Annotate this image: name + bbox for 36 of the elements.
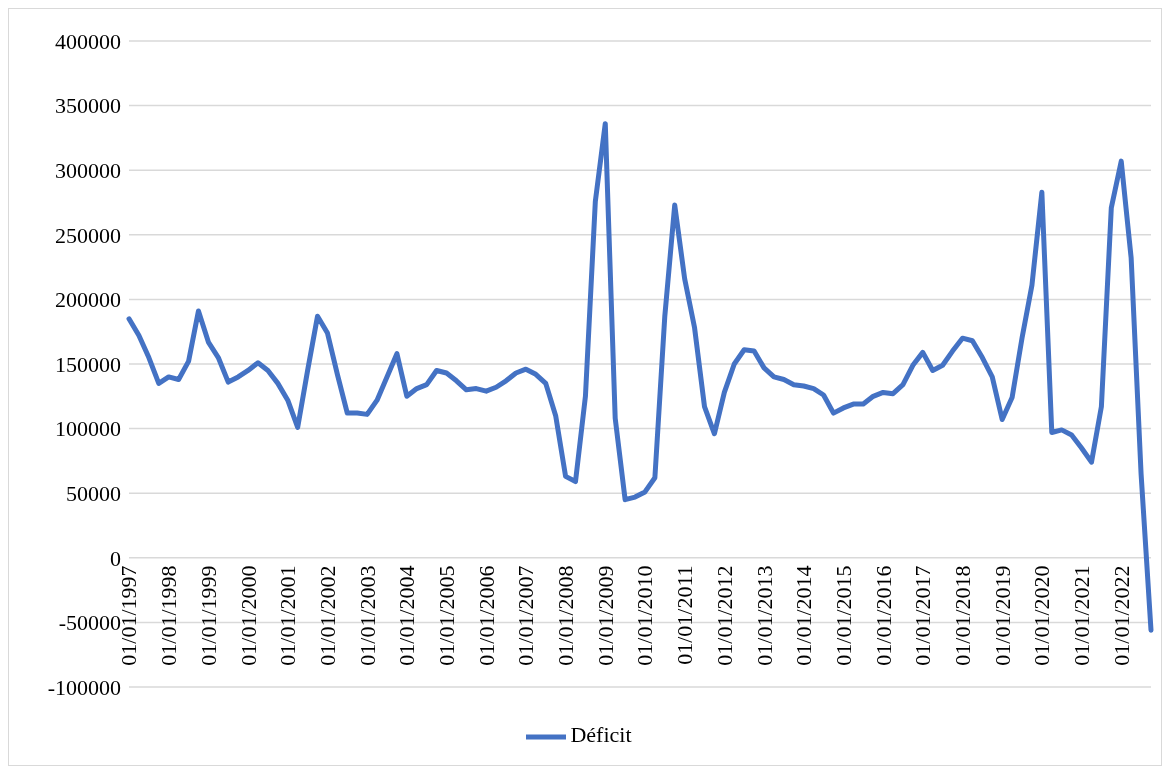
y-tick-label: 150000 xyxy=(55,351,121,377)
x-tick-label: 01/01/2013 xyxy=(751,565,777,666)
y-tick-label: 50000 xyxy=(66,481,121,507)
y-tick-label: -100000 xyxy=(47,674,121,700)
x-tick-label: 01/01/2019 xyxy=(989,565,1015,666)
x-tick-label: 01/01/2015 xyxy=(830,565,856,666)
legend-label: Déficit xyxy=(570,722,632,748)
y-tick-label: 400000 xyxy=(55,28,121,54)
x-tick-label: 01/01/2008 xyxy=(553,565,579,666)
x-tick-label: 01/01/2002 xyxy=(314,565,340,666)
x-tick-label: 01/01/2014 xyxy=(791,565,817,666)
x-tick-label: 01/01/1999 xyxy=(195,565,221,666)
x-tick-label: 01/01/2012 xyxy=(711,565,737,666)
x-tick-label: 01/01/2005 xyxy=(434,565,460,666)
x-tick-label: 01/01/2010 xyxy=(632,565,658,666)
x-tick-label: 01/01/2022 xyxy=(1108,565,1134,666)
x-tick-label: 01/01/2007 xyxy=(513,565,539,666)
y-tick-label: 200000 xyxy=(55,287,121,313)
x-tick-label: 01/01/2004 xyxy=(394,565,420,666)
x-tick-label: 01/01/2003 xyxy=(354,565,380,666)
x-tick-label: 01/01/2016 xyxy=(870,565,896,666)
x-tick-label: 01/01/2001 xyxy=(275,565,301,666)
y-tick-label: 0 xyxy=(110,545,121,571)
x-tick-label: 01/01/2011 xyxy=(672,565,698,665)
x-tick-label: 01/01/2018 xyxy=(949,565,975,666)
x-tick-label: 01/01/2017 xyxy=(910,565,936,666)
y-tick-label: 250000 xyxy=(55,222,121,248)
x-tick-label: 01/01/2021 xyxy=(1069,565,1095,666)
x-tick-label: 01/01/2000 xyxy=(235,565,261,666)
y-tick-label: 350000 xyxy=(55,93,121,119)
x-tick-label: 01/01/2009 xyxy=(592,565,618,666)
x-tick-label: 01/01/2006 xyxy=(473,565,499,666)
y-tick-label: 100000 xyxy=(55,416,121,442)
x-tick-label: 01/01/1998 xyxy=(156,565,182,666)
y-tick-label: 300000 xyxy=(55,158,121,184)
x-tick-label: 01/01/2020 xyxy=(1029,565,1055,666)
